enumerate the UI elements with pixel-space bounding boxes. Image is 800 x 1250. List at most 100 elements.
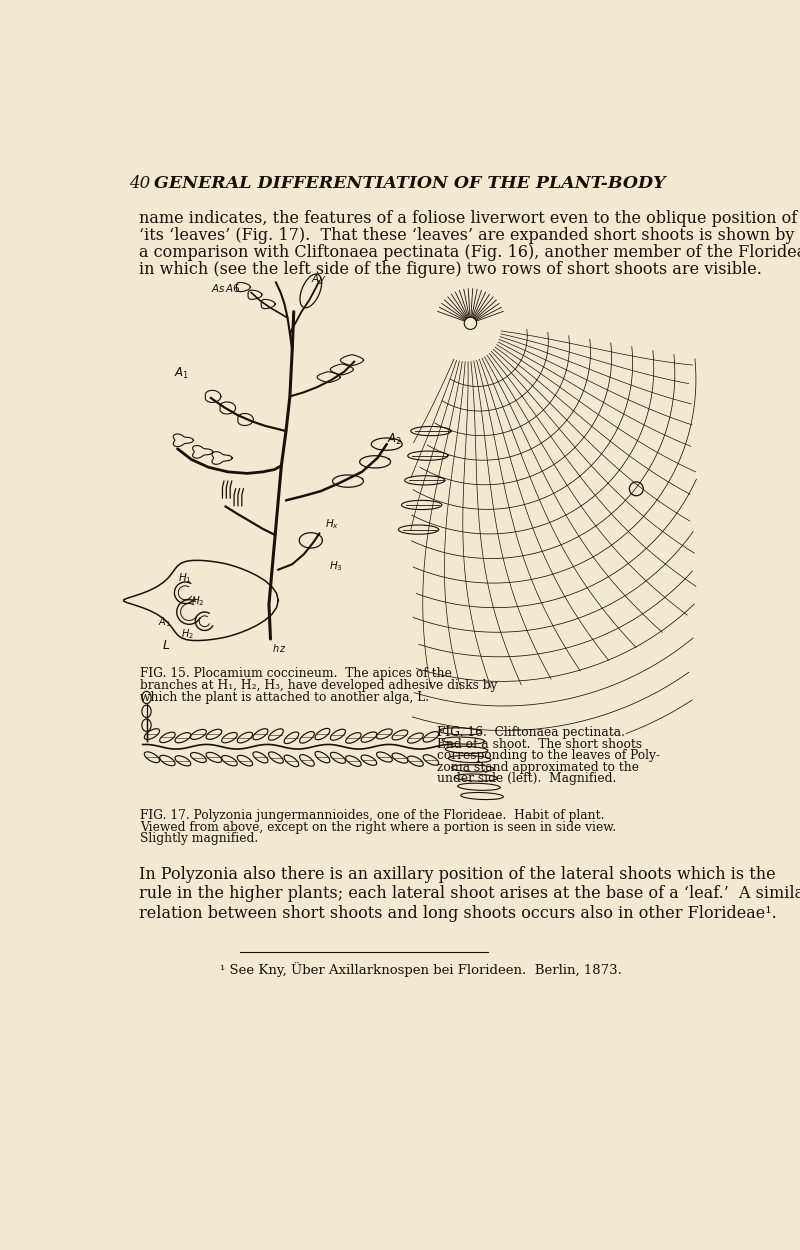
Ellipse shape — [461, 792, 503, 800]
Ellipse shape — [269, 729, 283, 740]
Polygon shape — [220, 402, 236, 414]
Circle shape — [464, 318, 477, 330]
Text: FIG. 15. Plocamium coccineum.  The apices of the: FIG. 15. Plocamium coccineum. The apices… — [140, 668, 452, 680]
Ellipse shape — [190, 752, 206, 762]
Text: name indicates, the features of a foliose liverwort even to the oblique position: name indicates, the features of a folios… — [138, 210, 797, 227]
Ellipse shape — [142, 691, 151, 704]
Ellipse shape — [269, 752, 283, 764]
Polygon shape — [174, 434, 194, 446]
Text: corresponding to the leaves of Poly-: corresponding to the leaves of Poly- — [437, 749, 660, 762]
Text: 40: 40 — [130, 175, 150, 191]
Text: a comparison with Cliftonaea pectinata (Fig. 16), another member of the Floridea: a comparison with Cliftonaea pectinata (… — [138, 244, 800, 261]
Ellipse shape — [458, 784, 500, 790]
Ellipse shape — [142, 705, 151, 717]
Text: branches at H₁, H₂, H₃, have developed adhesive disks by: branches at H₁, H₂, H₃, have developed a… — [140, 679, 498, 692]
Polygon shape — [398, 525, 438, 534]
Text: $\it{H_2}$: $\it{H_2}$ — [191, 594, 205, 608]
Text: $\it{As\,A6}$: $\it{As\,A6}$ — [211, 282, 242, 295]
Ellipse shape — [253, 729, 268, 740]
Text: relation between short shoots and long shoots occurs also in other Florideae¹.: relation between short shoots and long s… — [138, 905, 777, 921]
Ellipse shape — [377, 729, 392, 739]
Ellipse shape — [175, 756, 190, 766]
Text: under side (left).  Magnified.: under side (left). Magnified. — [437, 772, 617, 785]
Text: $\it{Ay}$: $\it{Ay}$ — [310, 272, 326, 286]
Polygon shape — [371, 438, 402, 450]
Ellipse shape — [330, 752, 346, 764]
Ellipse shape — [144, 751, 159, 762]
Ellipse shape — [346, 732, 361, 744]
Text: FIG. 16.  Cliftonaea pectinata.: FIG. 16. Cliftonaea pectinata. — [437, 726, 625, 739]
Ellipse shape — [454, 774, 497, 781]
Ellipse shape — [446, 746, 488, 754]
Ellipse shape — [253, 751, 268, 762]
Ellipse shape — [407, 756, 423, 766]
Ellipse shape — [451, 765, 494, 771]
Polygon shape — [193, 445, 213, 459]
Circle shape — [630, 481, 643, 496]
Text: In Polyzonia also there is an axillary position of the lateral shoots which is t: In Polyzonia also there is an axillary p… — [138, 866, 775, 882]
Ellipse shape — [423, 755, 438, 765]
Ellipse shape — [423, 731, 438, 742]
Ellipse shape — [238, 732, 253, 742]
Ellipse shape — [175, 732, 190, 742]
Text: $\it{A_1}$: $\it{A_1}$ — [158, 615, 171, 629]
Ellipse shape — [160, 755, 175, 766]
Ellipse shape — [442, 738, 485, 744]
Polygon shape — [299, 532, 322, 548]
Polygon shape — [360, 456, 390, 468]
Ellipse shape — [315, 729, 330, 740]
Ellipse shape — [299, 731, 314, 742]
Ellipse shape — [392, 730, 408, 740]
Ellipse shape — [222, 732, 238, 742]
Ellipse shape — [361, 755, 377, 765]
Polygon shape — [300, 274, 322, 308]
Polygon shape — [124, 560, 278, 640]
Text: $\it{H_2}$: $\it{H_2}$ — [182, 628, 194, 641]
Ellipse shape — [439, 728, 482, 735]
Ellipse shape — [392, 752, 408, 762]
Ellipse shape — [284, 755, 298, 766]
Ellipse shape — [315, 751, 330, 762]
Text: rule in the higher plants; each lateral shoot arises at the base of a ‘leaf.’  A: rule in the higher plants; each lateral … — [138, 885, 800, 902]
Polygon shape — [402, 500, 442, 510]
Text: $\it{A_2}$: $\it{A_2}$ — [386, 431, 402, 446]
Text: GENERAL DIFFERENTIATION OF THE PLANT-BODY: GENERAL DIFFERENTIATION OF THE PLANT-BOD… — [154, 175, 666, 191]
Text: FIG. 17. Polyzonia jungermannioides, one of the Florideae.  Habit of plant.: FIG. 17. Polyzonia jungermannioides, one… — [140, 809, 605, 822]
Polygon shape — [408, 451, 448, 460]
Polygon shape — [340, 355, 363, 365]
Text: $\it{A_1}$: $\it{A_1}$ — [174, 366, 189, 381]
Polygon shape — [238, 414, 254, 425]
Text: which the plant is attached to another alga, L.: which the plant is attached to another a… — [140, 690, 430, 704]
Ellipse shape — [361, 732, 377, 742]
Polygon shape — [262, 300, 275, 309]
Text: in which (see the left side of the figure) two rows of short shoots are visible.: in which (see the left side of the figur… — [138, 261, 762, 278]
Ellipse shape — [299, 755, 314, 766]
Text: Viewed from above, except on the right where a portion is seen in side view.: Viewed from above, except on the right w… — [140, 821, 617, 834]
Polygon shape — [405, 476, 445, 485]
Text: $\it{H_1}$: $\it{H_1}$ — [178, 571, 191, 585]
Ellipse shape — [238, 755, 253, 766]
Polygon shape — [237, 282, 250, 291]
Text: zonia stand approximated to the: zonia stand approximated to the — [437, 760, 639, 774]
Ellipse shape — [206, 729, 222, 739]
Text: $\it{h\,z}$: $\it{h\,z}$ — [272, 642, 287, 654]
Ellipse shape — [448, 755, 491, 762]
Polygon shape — [212, 451, 232, 464]
Text: End of a shoot.  The short shoots: End of a shoot. The short shoots — [437, 738, 642, 750]
Ellipse shape — [160, 732, 175, 742]
Text: $\it{H_x}$: $\it{H_x}$ — [325, 518, 339, 531]
Text: $\it{H_3}$: $\it{H_3}$ — [329, 560, 342, 574]
Ellipse shape — [407, 732, 423, 744]
Ellipse shape — [142, 719, 151, 731]
Polygon shape — [330, 364, 354, 375]
Text: ¹ See Kny, Über Axillarknospen bei Florideen.  Berlin, 1873.: ¹ See Kny, Über Axillarknospen bei Flori… — [220, 962, 622, 978]
Ellipse shape — [330, 729, 346, 740]
Polygon shape — [411, 426, 451, 436]
Ellipse shape — [222, 755, 238, 766]
Ellipse shape — [377, 752, 392, 762]
Polygon shape — [248, 290, 262, 299]
Ellipse shape — [206, 752, 222, 762]
Ellipse shape — [190, 730, 206, 740]
Polygon shape — [333, 475, 363, 488]
Text: ‘its ‘leaves’ (Fig. 17).  That these ‘leaves’ are expanded short shoots is shown: ‘its ‘leaves’ (Fig. 17). That these ‘lea… — [138, 228, 794, 244]
